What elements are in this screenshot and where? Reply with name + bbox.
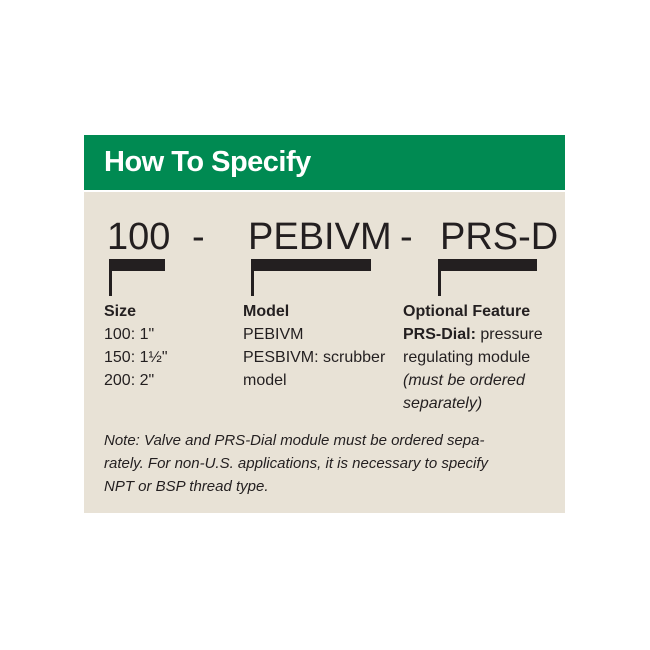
note: Note: Valve and PRS-Dial module must be … xyxy=(104,429,524,498)
size-option: 200: 2" xyxy=(104,372,155,389)
size-option: 100: 1" xyxy=(104,326,155,343)
bracket-stem xyxy=(109,259,112,296)
note-line: Note: Valve and PRS-Dial module must be … xyxy=(104,432,485,449)
bracket-model xyxy=(251,259,371,271)
code-option: PRS-D xyxy=(440,216,559,258)
bracket-stem xyxy=(251,259,254,296)
code-separator: - xyxy=(192,216,205,258)
note-line: NPT or BSP thread type. xyxy=(104,478,269,495)
code-separator: - xyxy=(400,216,413,258)
section-header: How To Specify xyxy=(84,135,565,190)
option-note: (must be ordered xyxy=(403,372,525,389)
option-note: separately) xyxy=(403,395,483,412)
code-size: 100 xyxy=(107,216,171,258)
size-column: Size 100: 1" 150: 1½" 200: 2" xyxy=(104,300,168,392)
option-column: Optional Feature PRS-Dial: pressure regu… xyxy=(403,300,543,415)
option-desc: regulating module xyxy=(403,349,531,366)
model-column: Model PEBIVM PESBIVM: scrubber model xyxy=(243,300,385,392)
bracket-option xyxy=(438,259,537,271)
size-option: 150: 1½" xyxy=(104,349,168,366)
size-heading: Size xyxy=(104,303,137,320)
option-heading: Optional Feature xyxy=(403,303,531,320)
model-heading: Model xyxy=(243,303,290,320)
model-option: model xyxy=(243,372,287,389)
note-line: rately. For non-U.S. applications, it is… xyxy=(104,455,489,472)
model-option: PEBIVM xyxy=(243,326,304,343)
option-desc: pressure xyxy=(475,326,543,343)
bracket-size xyxy=(109,259,165,271)
model-option: PESBIVM: scrubber xyxy=(243,349,386,366)
option-label: PRS-Dial: xyxy=(403,326,476,343)
bracket-stem xyxy=(438,259,441,296)
code-model: PEBIVM xyxy=(248,216,392,258)
section-title: How To Specify xyxy=(104,146,311,178)
spec-panel xyxy=(84,192,565,513)
